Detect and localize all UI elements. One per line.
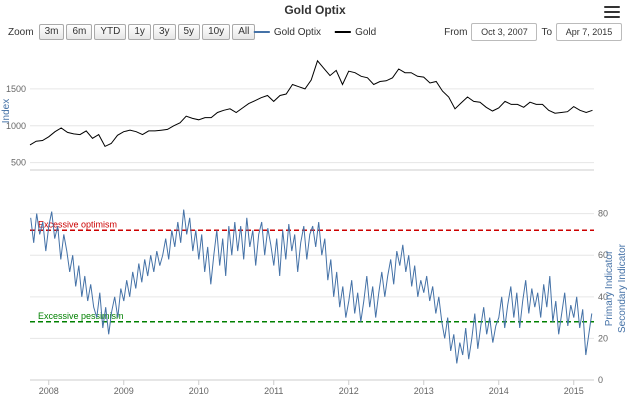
chart-canvas[interactable]: 500 1000 1500 Index 0 20 40 60 80 Excessive optim… (0, 42, 630, 403)
zoom-button-ytd[interactable]: YTD (94, 24, 127, 40)
from-date-input[interactable] (471, 23, 538, 41)
y-tick-label: 80 (598, 209, 608, 219)
reference-line-label: Excessive pessimism (38, 311, 124, 321)
legend: Gold Optix Gold (253, 26, 376, 38)
from-label: From (444, 26, 468, 38)
y-tick-label: 40 (598, 292, 608, 302)
zoom-button-3m[interactable]: 3m (38, 24, 65, 40)
legend-item-gold-optix[interactable]: Gold Optix (253, 26, 322, 38)
y-tick-label: 20 (598, 333, 608, 343)
x-tick-label: 2012 (339, 386, 359, 396)
zoom-button-6m[interactable]: 6m (66, 24, 93, 40)
zoom-button-all[interactable]: All (232, 24, 256, 40)
date-range-controls: From To (444, 23, 622, 41)
series-gold (29, 59, 593, 148)
legend-label-gold: Gold (355, 26, 377, 38)
chart-title: Gold Optix (284, 3, 346, 17)
to-date-input[interactable] (556, 23, 622, 41)
legend-label-gold-optix: Gold Optix (273, 26, 322, 38)
series-gold-optix (30, 209, 593, 364)
x-tick-label: 2013 (414, 386, 434, 396)
y-tick-label: 60 (598, 250, 608, 260)
x-tick-label: 2014 (489, 386, 509, 396)
y-tick-label: 1000 (6, 121, 26, 131)
hamburger-menu-icon[interactable] (604, 6, 620, 18)
chart-controls: Zoom 3m 6m YTD 1y 3y 5y 10y All Gold Opt… (8, 23, 622, 41)
x-tick-label: 2009 (114, 386, 134, 396)
x-tick-label: 2015 (564, 386, 584, 396)
zoom-button-5y[interactable]: 5y (177, 24, 201, 40)
zoom-controls: Zoom 3m 6m YTD 1y 3y 5y 10y All (8, 24, 256, 40)
legend-line-gold-optix (253, 31, 270, 33)
x-tick-label: 2008 (39, 386, 59, 396)
primary-indicator-axis-title: Primary Indicator (604, 250, 615, 326)
zoom-button-3y[interactable]: 3y (152, 24, 176, 40)
y-tick-label: 0 (598, 375, 603, 385)
legend-line-gold (335, 31, 352, 33)
y-axis-title: Index (1, 99, 12, 123)
zoom-button-10y[interactable]: 10y (202, 24, 231, 40)
x-tick-label: 2011 (264, 386, 283, 396)
to-label: To (541, 26, 552, 38)
secondary-indicator-axis-title: Secondary Indicator (617, 243, 628, 333)
zoom-button-1y[interactable]: 1y (128, 24, 151, 40)
legend-item-gold[interactable]: Gold (335, 27, 376, 38)
x-tick-label: 2010 (189, 386, 209, 396)
zoom-label: Zoom (8, 26, 34, 38)
y-tick-label: 1500 (6, 84, 26, 94)
y-tick-label: 500 (11, 158, 26, 168)
reference-line-label: Excessive optimism (38, 219, 117, 229)
